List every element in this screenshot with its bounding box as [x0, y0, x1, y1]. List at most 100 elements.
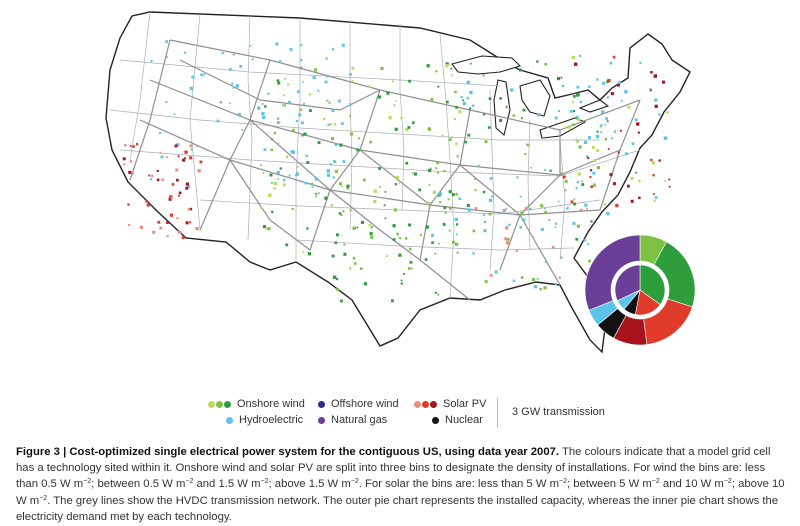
site-marker: [627, 184, 630, 188]
site-marker: [308, 109, 312, 112]
site-marker: [483, 214, 485, 216]
site-marker: [604, 124, 607, 126]
legend-label-hydroelectric: Hydroelectric: [239, 414, 304, 426]
site-marker: [189, 86, 194, 91]
site-marker: [561, 84, 565, 88]
site-marker: [271, 210, 274, 214]
site-marker: [474, 178, 476, 180]
site-marker: [360, 220, 364, 224]
site-marker: [494, 270, 498, 274]
site-marker: [356, 148, 360, 152]
site-marker: [412, 172, 414, 174]
site-marker: [159, 152, 162, 154]
site-marker: [176, 217, 179, 220]
site-marker: [271, 181, 273, 184]
site-marker: [572, 101, 575, 104]
site-marker: [398, 253, 402, 257]
site-marker: [195, 227, 199, 231]
site-marker: [455, 142, 458, 145]
site-marker: [606, 212, 608, 214]
legend-nuclear: Nuclear: [414, 414, 483, 426]
site-marker: [467, 133, 471, 137]
site-marker: [654, 196, 658, 199]
site-marker: [435, 70, 438, 73]
site-marker: [618, 81, 622, 85]
site-marker: [600, 123, 603, 126]
site-marker: [435, 167, 438, 170]
site-marker: [592, 183, 596, 187]
site-marker: [165, 156, 168, 159]
site-marker: [510, 88, 514, 92]
site-marker: [428, 183, 431, 186]
site-marker: [575, 138, 578, 141]
site-marker: [290, 150, 294, 153]
site-marker: [368, 223, 371, 227]
site-marker: [174, 144, 178, 148]
site-marker: [578, 145, 582, 149]
site-marker: [613, 130, 616, 133]
site-marker: [627, 105, 631, 109]
site-marker: [197, 169, 201, 173]
site-marker: [572, 221, 576, 225]
site-marker: [135, 143, 139, 146]
site-marker: [304, 181, 307, 185]
site-marker: [184, 51, 187, 54]
capacity-pie-chart: [584, 234, 696, 346]
site-marker: [260, 164, 262, 167]
site-marker: [569, 109, 573, 113]
site-marker: [216, 119, 220, 123]
site-marker: [378, 167, 381, 170]
site-marker: [502, 209, 506, 213]
site-marker: [300, 59, 303, 62]
site-marker: [337, 99, 341, 103]
site-marker: [489, 177, 493, 180]
site-marker: [519, 226, 522, 229]
site-marker: [276, 79, 280, 82]
site-marker: [482, 190, 486, 194]
site-marker: [407, 126, 411, 129]
site-marker: [558, 276, 561, 279]
site-marker: [630, 199, 634, 203]
site-marker: [267, 92, 270, 95]
site-marker: [508, 223, 511, 227]
site-marker: [251, 58, 254, 61]
site-marker: [539, 287, 542, 291]
site-marker: [338, 212, 342, 215]
site-marker: [577, 172, 581, 176]
lake-michigan: [493, 79, 511, 137]
site-marker: [268, 193, 272, 197]
site-marker: [434, 291, 437, 294]
site-marker: [592, 171, 596, 175]
site-marker: [395, 175, 400, 180]
site-marker: [392, 224, 396, 228]
site-marker: [328, 101, 331, 104]
site-marker: [159, 132, 162, 134]
site-marker: [512, 114, 516, 117]
legend-label-nuclear: Nuclear: [445, 414, 483, 426]
site-marker: [654, 104, 658, 108]
site-marker: [379, 186, 381, 188]
site-marker: [573, 95, 576, 98]
site-marker: [606, 96, 609, 99]
site-marker: [455, 233, 458, 236]
site-marker: [662, 80, 666, 84]
site-marker: [605, 117, 608, 120]
site-marker: [203, 73, 206, 76]
site-marker: [302, 81, 304, 83]
site-marker: [231, 82, 234, 85]
site-marker: [269, 173, 273, 177]
site-marker: [181, 236, 185, 240]
site-marker: [579, 208, 583, 212]
site-marker: [483, 229, 487, 233]
site-marker: [609, 61, 613, 65]
site-marker: [308, 171, 311, 174]
site-marker: [624, 152, 628, 156]
site-marker: [666, 111, 669, 114]
site-marker: [386, 91, 390, 95]
site-marker: [363, 282, 367, 286]
site-marker: [312, 75, 316, 80]
site-marker: [394, 183, 397, 186]
site-marker: [196, 145, 199, 148]
site-marker: [584, 203, 588, 207]
site-marker: [326, 99, 329, 102]
